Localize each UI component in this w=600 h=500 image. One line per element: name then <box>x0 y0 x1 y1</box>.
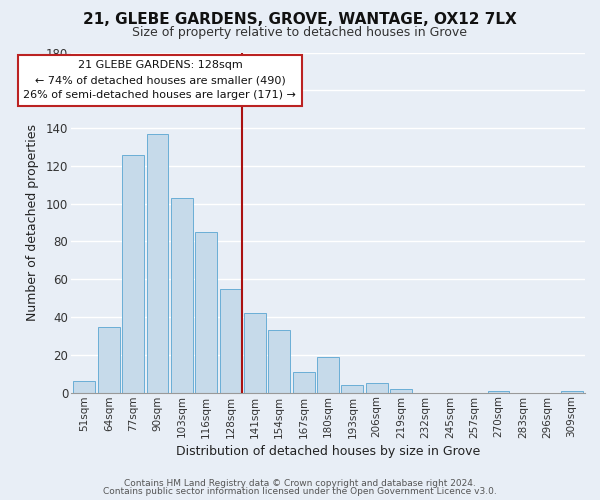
Text: Size of property relative to detached houses in Grove: Size of property relative to detached ho… <box>133 26 467 39</box>
Bar <box>317 356 339 392</box>
Bar <box>560 391 583 392</box>
Bar <box>73 382 95 392</box>
Text: Contains HM Land Registry data © Crown copyright and database right 2024.: Contains HM Land Registry data © Crown c… <box>124 478 476 488</box>
Bar <box>146 134 169 392</box>
Bar <box>98 326 120 392</box>
Bar <box>171 198 193 392</box>
Bar <box>390 389 412 392</box>
Bar <box>122 154 144 392</box>
Bar <box>220 288 242 393</box>
Text: 21 GLEBE GARDENS: 128sqm
← 74% of detached houses are smaller (490)
26% of semi-: 21 GLEBE GARDENS: 128sqm ← 74% of detach… <box>23 60 296 100</box>
Y-axis label: Number of detached properties: Number of detached properties <box>26 124 39 321</box>
Bar <box>488 391 509 392</box>
Bar <box>268 330 290 392</box>
Text: Contains public sector information licensed under the Open Government Licence v3: Contains public sector information licen… <box>103 487 497 496</box>
Bar <box>195 232 217 392</box>
Bar <box>293 372 314 392</box>
Bar <box>366 383 388 392</box>
X-axis label: Distribution of detached houses by size in Grove: Distribution of detached houses by size … <box>176 444 480 458</box>
Bar <box>244 314 266 392</box>
Text: 21, GLEBE GARDENS, GROVE, WANTAGE, OX12 7LX: 21, GLEBE GARDENS, GROVE, WANTAGE, OX12 … <box>83 12 517 28</box>
Bar <box>341 385 364 392</box>
